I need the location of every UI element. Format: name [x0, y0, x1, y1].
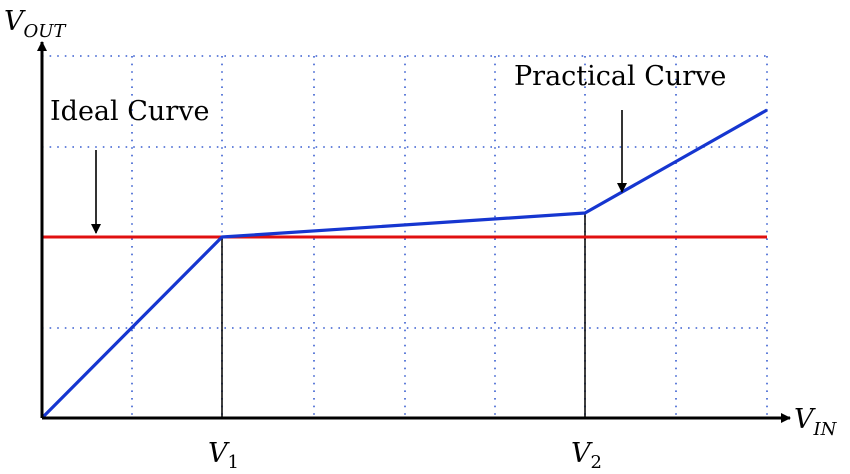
- ideal-curve-label: Ideal Curve: [50, 96, 209, 127]
- v1-tick-label: V1: [208, 438, 239, 473]
- practical-curve-label: Practical Curve: [514, 61, 726, 92]
- x-axis-label: VIN: [794, 404, 838, 440]
- v2-tick-label: V2: [571, 438, 602, 473]
- y-axis-label: VOUT: [4, 6, 67, 42]
